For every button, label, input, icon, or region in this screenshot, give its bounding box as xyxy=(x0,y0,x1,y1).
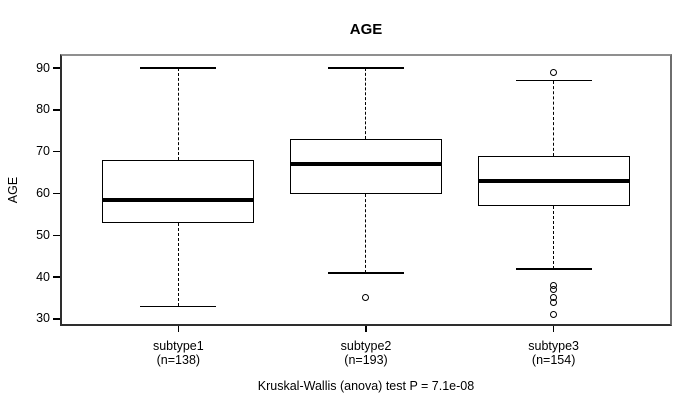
group-name: subtype2 xyxy=(340,339,392,353)
outlier-point xyxy=(549,311,557,319)
y-tick-label: 90 xyxy=(36,60,50,75)
x-tick-mark xyxy=(177,326,180,332)
lower-whisker-line xyxy=(365,193,367,273)
median-line xyxy=(290,162,442,167)
y-tick-mark xyxy=(53,109,60,111)
y-tick-label: 80 xyxy=(36,102,50,117)
iqr-box xyxy=(290,139,442,194)
y-tick-label: 30 xyxy=(36,311,50,326)
lower-whisker-line xyxy=(177,222,179,307)
group-name: subtype3 xyxy=(528,339,579,353)
y-tick-label: 60 xyxy=(36,186,50,201)
group-label: subtype2 (n=193) xyxy=(296,339,436,367)
group-count: (n=138) xyxy=(156,352,201,367)
upper-whisker-line xyxy=(552,80,554,156)
lower-whisker-cap xyxy=(515,268,592,270)
upper-whisker-cap xyxy=(140,67,217,69)
upper-whisker-cap xyxy=(328,67,404,69)
y-tick-mark xyxy=(53,318,60,320)
y-tick-mark xyxy=(53,67,60,69)
y-tick-label: 70 xyxy=(36,144,50,159)
y-tick-label: 50 xyxy=(36,227,50,242)
stat-test-annotation: Kruskal-Wallis (anova) test P = 7.1e-08 xyxy=(257,379,475,393)
y-tick-mark xyxy=(53,150,60,153)
x-tick-mark xyxy=(365,326,367,332)
group-count: (n=193) xyxy=(344,352,388,367)
group-count: (n=154) xyxy=(531,352,576,367)
outlier-point xyxy=(549,298,557,306)
y-tick-mark xyxy=(53,276,60,278)
upper-whisker-line xyxy=(365,68,367,140)
lower-whisker-cap xyxy=(328,272,404,274)
lower-whisker-line xyxy=(552,206,554,269)
x-tick-mark xyxy=(552,326,555,332)
outlier-point xyxy=(549,285,557,293)
group-name: subtype1 xyxy=(152,339,204,353)
y-tick-mark xyxy=(53,192,60,195)
upper-whisker-line xyxy=(177,68,179,161)
median-line xyxy=(477,179,630,183)
outlier-point xyxy=(362,294,370,302)
upper-whisker-cap xyxy=(515,79,592,82)
y-tick-label: 40 xyxy=(36,269,50,284)
group-label: subtype1 (n=138) xyxy=(108,339,248,367)
chart-title: AGE xyxy=(349,21,383,38)
group-label: subtype3 (n=154) xyxy=(484,339,624,367)
y-tick-mark xyxy=(53,234,60,237)
lower-whisker-cap xyxy=(140,305,217,308)
iqr-box xyxy=(102,160,255,223)
outlier-point xyxy=(549,68,557,76)
median-line xyxy=(102,197,255,202)
